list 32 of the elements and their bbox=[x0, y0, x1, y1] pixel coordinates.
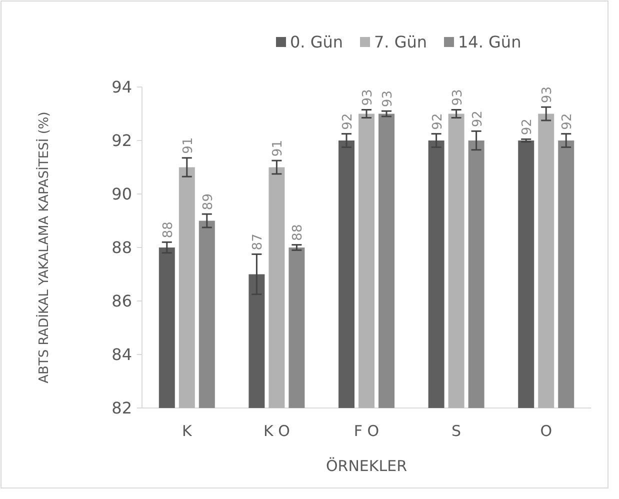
y-tick-label: 84 bbox=[112, 345, 132, 364]
x-axis-title: ÖRNEKLER bbox=[326, 457, 408, 475]
legend-label: 14. Gün bbox=[458, 32, 522, 52]
data-label: 91 bbox=[180, 137, 196, 154]
legend-label: 0. Gün bbox=[290, 32, 344, 52]
y-tick-label: 94 bbox=[112, 78, 132, 97]
data-label: 91 bbox=[270, 140, 286, 157]
data-label: 92 bbox=[470, 110, 486, 128]
data-label: 93 bbox=[540, 86, 556, 104]
data-label: 93 bbox=[360, 89, 376, 106]
x-tick-label: K O bbox=[263, 422, 290, 440]
data-label: 92 bbox=[520, 118, 536, 136]
data-label: 92 bbox=[430, 113, 446, 130]
y-tick-label: 90 bbox=[112, 184, 132, 204]
x-tick-label: F O bbox=[354, 422, 380, 440]
data-label: 89 bbox=[200, 194, 216, 210]
y-tick-label: 92 bbox=[112, 131, 132, 150]
legend-label: 7. Gün bbox=[374, 32, 428, 52]
y-tick-label: 82 bbox=[112, 398, 132, 418]
data-label: 88 bbox=[160, 222, 176, 238]
data-label: 92 bbox=[560, 113, 576, 130]
data-label: 88 bbox=[290, 224, 306, 241]
x-tick-label: O bbox=[540, 422, 552, 440]
y-axis-title: ABTS RADİKAL YAKALAMA KAPASİTESİ (%) bbox=[36, 112, 52, 384]
y-tick-label: 88 bbox=[112, 238, 132, 258]
data-label: 92 bbox=[340, 113, 356, 130]
data-label: 93 bbox=[450, 89, 466, 106]
x-tick-label: K bbox=[182, 422, 193, 440]
x-tick-label: S bbox=[452, 422, 462, 440]
data-label: 93 bbox=[380, 90, 396, 108]
data-label: 87 bbox=[250, 234, 266, 250]
y-tick-label: 86 bbox=[112, 292, 132, 311]
